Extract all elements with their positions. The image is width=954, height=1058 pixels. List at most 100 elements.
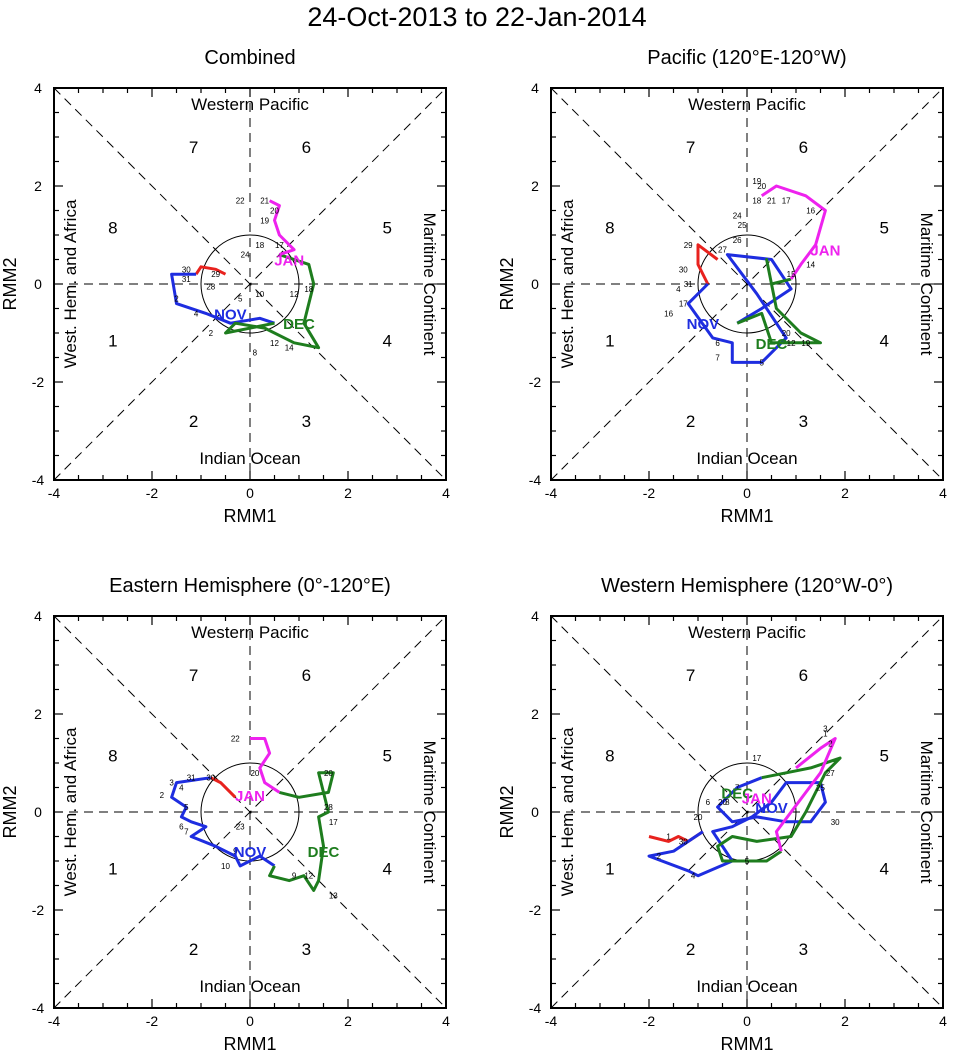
phase-number-1: 1 bbox=[108, 859, 117, 878]
month-label-jan: JAN bbox=[274, 253, 304, 270]
trajectory-jan bbox=[760, 184, 827, 280]
phase-number-5: 5 bbox=[879, 747, 888, 766]
day-label: 16 bbox=[806, 207, 815, 216]
region-label-top: Western Pacific bbox=[191, 623, 309, 642]
month-label-dec: DEC bbox=[283, 316, 315, 333]
phase-number-2: 2 bbox=[189, 940, 198, 959]
phase-number-2: 2 bbox=[686, 412, 695, 431]
day-label: 12 bbox=[304, 872, 313, 881]
x-axis-label: RMM1 bbox=[224, 506, 277, 526]
day-label: 17 bbox=[679, 300, 688, 309]
unit-circle bbox=[200, 234, 300, 334]
month-label-nov: NOV bbox=[755, 800, 788, 817]
x-tick-label: -4 bbox=[48, 1013, 61, 1029]
day-label: 31 bbox=[684, 280, 693, 289]
month-label-dec: DEC bbox=[756, 336, 788, 353]
x-axis-label: RMM1 bbox=[721, 1034, 774, 1054]
x-tick-label: 4 bbox=[939, 1013, 947, 1029]
x-tick-label: 2 bbox=[841, 485, 849, 501]
y-tick-label: 4 bbox=[34, 608, 42, 624]
x-axis-label: RMM1 bbox=[224, 1034, 277, 1054]
trajectory-oct bbox=[210, 776, 237, 799]
day-label: 20 bbox=[324, 769, 333, 778]
phase-number-3: 3 bbox=[799, 412, 808, 431]
day-label: 5 bbox=[238, 295, 243, 304]
day-label: 5 bbox=[759, 358, 764, 367]
y-tick-label: -2 bbox=[32, 902, 45, 918]
panel-pacific: Pacific (120°E-120°W)-4-4-2-2002244RMM1R… bbox=[497, 47, 947, 526]
region-label-right: Maritime Continent bbox=[420, 741, 439, 884]
phase-number-6: 6 bbox=[302, 666, 311, 685]
panel-title: Western Hemisphere (120°W-0°) bbox=[601, 575, 893, 597]
day-label: 22 bbox=[236, 197, 245, 206]
y-tick-label: 2 bbox=[34, 706, 42, 722]
day-label: 9 bbox=[233, 847, 238, 856]
day-label: 17 bbox=[752, 754, 761, 763]
phase-number-8: 8 bbox=[108, 219, 117, 238]
day-label: 27 bbox=[718, 246, 727, 255]
panel-title: Eastern Hemisphere (0°-120°E) bbox=[109, 575, 391, 597]
day-label: 10 bbox=[255, 290, 264, 299]
trajectory-nov bbox=[647, 776, 827, 878]
day-label: 1 bbox=[823, 730, 828, 739]
panel-title: Combined bbox=[204, 47, 295, 69]
y-tick-label: 2 bbox=[531, 706, 539, 722]
day-label: 3 bbox=[169, 779, 174, 788]
day-label: 30 bbox=[831, 818, 840, 827]
phase-number-2: 2 bbox=[189, 412, 198, 431]
phase-number-1: 1 bbox=[605, 859, 614, 878]
day-label: 18 bbox=[255, 241, 264, 250]
day-label: 2 bbox=[828, 739, 833, 748]
region-label-left: West. Hem. and Africa bbox=[558, 199, 577, 368]
day-label: 14 bbox=[806, 260, 815, 269]
region-label-left: West. Hem. and Africa bbox=[61, 199, 80, 368]
day-label: 7 bbox=[184, 828, 189, 837]
trajectory-nov bbox=[686, 253, 793, 364]
day-label: 30 bbox=[182, 265, 191, 274]
panel-eastern-hemisphere: Eastern Hemisphere (0°-120°E) -4-4 -2 -2 0 0 2… bbox=[0, 575, 450, 1054]
region-label-top: Western Pacific bbox=[688, 95, 806, 114]
figure-title: 24-Oct-2013 to 22-Jan-2014 bbox=[307, 2, 647, 32]
day-label: 7 bbox=[715, 354, 720, 363]
phase-number-1: 1 bbox=[605, 331, 614, 350]
region-label-top: Western Pacific bbox=[191, 95, 309, 114]
x-tick-label: 0 bbox=[246, 1013, 254, 1029]
day-label: 28 bbox=[206, 282, 215, 291]
y-tick-label: -2 bbox=[529, 374, 542, 390]
day-label: 2 bbox=[174, 295, 179, 304]
x-tick-label: -4 bbox=[545, 1013, 558, 1029]
phase-number-7: 7 bbox=[686, 138, 695, 157]
panel-title: Pacific (120°E-120°W) bbox=[647, 47, 846, 69]
region-label-right: Maritime Continent bbox=[917, 741, 936, 884]
day-label: 17 bbox=[275, 241, 284, 250]
day-label: 17 bbox=[329, 818, 338, 827]
phase-number-7: 7 bbox=[686, 666, 695, 685]
day-label: 1 bbox=[666, 833, 671, 842]
trajectory-dec bbox=[224, 253, 321, 350]
month-label-jan: JAN bbox=[810, 243, 840, 260]
phase-number-2: 2 bbox=[686, 940, 695, 959]
trajectory-jan bbox=[268, 199, 296, 257]
phase-number-3: 3 bbox=[302, 412, 311, 431]
day-label: 14 bbox=[285, 344, 294, 353]
day-label: 13 bbox=[329, 891, 338, 900]
region-label-top: Western Pacific bbox=[688, 623, 806, 642]
month-label-nov: NOV bbox=[234, 844, 267, 861]
day-label: 24 bbox=[241, 251, 250, 260]
x-axis-label: RMM1 bbox=[721, 506, 774, 526]
day-label: 20 bbox=[250, 769, 259, 778]
day-label: 4 bbox=[179, 784, 184, 793]
day-label: 12 bbox=[270, 339, 279, 348]
region-label-left: West. Hem. and Africa bbox=[61, 727, 80, 896]
y-tick-label: -4 bbox=[529, 472, 542, 488]
day-label: 26 bbox=[733, 236, 742, 245]
day-label: 2 bbox=[657, 852, 662, 861]
phase-number-7: 7 bbox=[189, 138, 198, 157]
day-label: 4 bbox=[194, 309, 199, 318]
day-label: 30 bbox=[206, 774, 215, 783]
x-tick-label: -4 bbox=[48, 485, 61, 501]
day-label: 6 bbox=[715, 339, 720, 348]
panel-western-hemisphere: Western Hemisphere (120°W-0°) -4-4 -2 -2 0 0 2… bbox=[497, 575, 947, 1054]
day-label: 21 bbox=[767, 197, 776, 206]
